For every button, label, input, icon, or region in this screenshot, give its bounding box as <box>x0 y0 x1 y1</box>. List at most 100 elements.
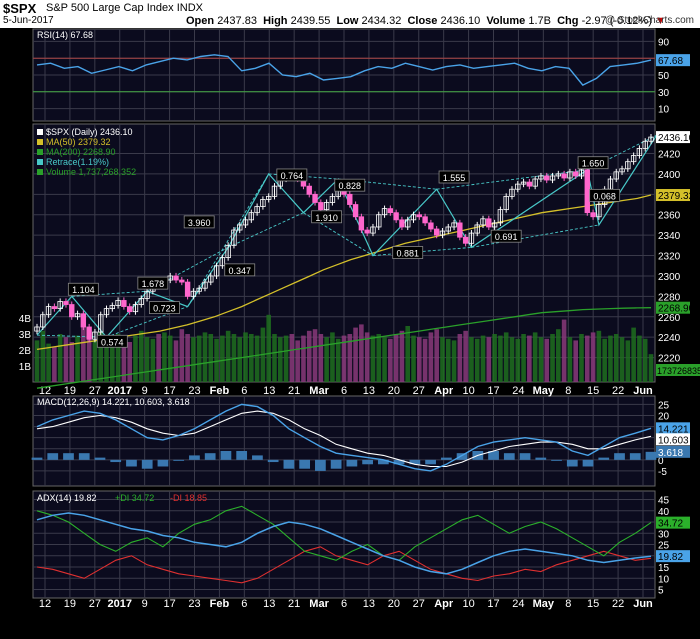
volume-bar <box>602 338 607 382</box>
volume-bar <box>110 337 115 382</box>
volume-bar <box>613 334 619 382</box>
x-tick-label: 9 <box>142 598 148 610</box>
volume-bar <box>237 337 243 382</box>
y-tick-label: 90 <box>658 37 670 48</box>
candle-body <box>51 306 58 310</box>
y-tick-label: 2400 <box>658 170 681 181</box>
retrace-label-box <box>334 178 366 192</box>
y-tick-label: 20 <box>658 412 670 423</box>
x-tick-label: 2017 <box>108 598 132 610</box>
x-tick-label: 24 <box>512 598 524 610</box>
macd-histogram-bar <box>629 453 641 460</box>
candle-body <box>486 218 492 228</box>
volume-bar <box>196 335 202 382</box>
retrace-label: 0.068 <box>593 191 616 201</box>
candle-body <box>457 222 463 238</box>
candle-body <box>462 236 469 244</box>
volume-tick-label: 2B <box>19 346 32 357</box>
candle-body <box>98 314 104 333</box>
volume-bar <box>486 337 492 382</box>
candle-body <box>57 301 63 310</box>
macd-histogram-bar <box>47 453 59 460</box>
volume-bar <box>202 332 208 382</box>
candle-body <box>266 195 272 200</box>
last-price-value: 2436.10 <box>658 133 695 144</box>
volume-bar <box>556 329 561 382</box>
volume-bar <box>179 329 185 382</box>
retrace-label-box <box>67 282 99 296</box>
candle-body <box>630 155 637 163</box>
y-tick-label: 0 <box>658 456 664 467</box>
adx-line <box>36 512 652 575</box>
candle-body <box>625 161 631 170</box>
macd-histogram-bar <box>377 459 389 465</box>
macd-histogram-bar <box>94 457 106 460</box>
price-legend-entry: Retrace(1.19%) <box>46 157 109 167</box>
x-tick-label: 22 <box>612 598 624 610</box>
volume-bar <box>376 334 382 382</box>
volume-bar <box>225 330 231 382</box>
candle-body <box>115 300 121 306</box>
x-tick-label: 22 <box>612 385 624 397</box>
macd-histogram-bar <box>252 455 263 460</box>
x-tick-label: 6 <box>341 385 347 397</box>
y-tick-label: 50 <box>658 71 670 82</box>
candle-body <box>347 193 353 205</box>
macd-histogram-bar <box>488 450 499 460</box>
security-name: S&P 500 Large Cap Index INDX <box>46 2 203 14</box>
candle-body <box>405 219 411 228</box>
volume-bar <box>631 327 636 382</box>
price-legend-entry: MA(200) 2268.90 <box>46 147 116 157</box>
volume-bar <box>550 334 555 382</box>
volume-bar <box>283 335 289 382</box>
volume-bar <box>57 334 63 382</box>
candle-body <box>196 287 202 292</box>
retrace-channel <box>471 224 599 248</box>
retrace-label-box <box>137 276 169 290</box>
volume-bar <box>405 326 411 382</box>
retrace-channel <box>436 169 588 190</box>
x-tick-label: 20 <box>388 385 400 397</box>
volume-bar <box>277 337 283 382</box>
plus-di-value: 34.72 <box>658 519 683 530</box>
volume-bar <box>266 314 271 382</box>
x-tick-label: 9 <box>142 385 148 397</box>
macd-histogram-bar <box>598 457 610 460</box>
volume-bar <box>185 334 190 382</box>
macd-histogram-bar <box>63 453 74 460</box>
y-tick-label: 2340 <box>658 231 681 242</box>
volume-tick-label: 1B <box>19 362 32 373</box>
candle-body <box>590 212 596 218</box>
x-tick-label: 10 <box>462 385 474 397</box>
y-tick-label: 2360 <box>658 211 681 222</box>
x-tick-label: 13 <box>363 598 375 610</box>
macd-histogram-bar <box>582 459 594 467</box>
volume-bar <box>411 335 416 382</box>
volume-bar <box>596 330 602 382</box>
legend-swatch <box>37 149 43 155</box>
volume-bar <box>289 334 295 382</box>
legend-swatch <box>37 169 43 175</box>
y-tick-label: 2420 <box>658 150 681 161</box>
macd-histogram-bar <box>283 459 295 469</box>
adx-value-box <box>656 550 690 563</box>
macd-signal-line <box>36 410 652 468</box>
plus-di-line <box>36 505 652 561</box>
y-tick-label: 30 <box>658 529 670 540</box>
volume-bar <box>428 332 434 382</box>
retrace-label-box <box>149 301 180 315</box>
retrace-label: 0.347 <box>228 266 251 276</box>
rsi-title: RSI(14) 67.68 <box>37 30 93 40</box>
candle-body <box>173 275 179 281</box>
volume-bar <box>474 338 480 382</box>
candle-body <box>491 222 498 228</box>
volume-bar <box>138 330 144 382</box>
retrace-channel <box>227 212 304 248</box>
volume-bar <box>422 338 428 382</box>
macd-histogram-bar <box>456 453 468 460</box>
candle-body <box>555 173 562 177</box>
volume-bar <box>46 343 51 382</box>
volume-bar <box>527 335 532 382</box>
volume-bar <box>353 327 358 382</box>
adx-legend-entry: ADX(14) 19.82 <box>37 493 97 503</box>
